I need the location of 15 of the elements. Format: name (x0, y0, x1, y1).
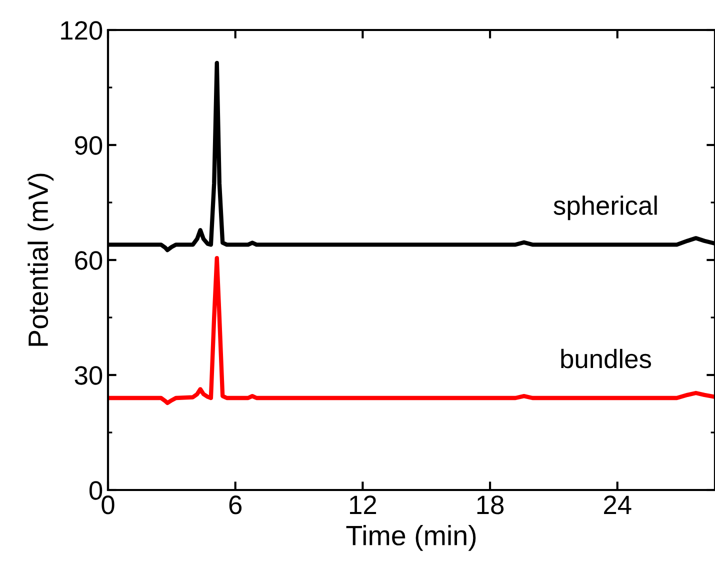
y-tick-label: 30 (74, 366, 102, 385)
x-tick-label: 0 (102, 496, 114, 514)
x-tick-label: 12 (350, 496, 376, 514)
y-tick-label: 60 (75, 251, 102, 270)
x-tick-label: 18 (477, 496, 504, 514)
x-tick-label: 6 (229, 496, 242, 514)
x-tick-label: 24 (604, 496, 632, 514)
annotation: spherical (554, 196, 657, 220)
y-tick-label: 0 (89, 481, 102, 500)
x-axis-title: Time (min) (346, 525, 476, 551)
y-axis-title: Potential (mV) (28, 174, 54, 346)
y-tick-label: 90 (75, 136, 102, 155)
y-tick-label: 120 (61, 21, 102, 40)
line-series (108, 256, 715, 406)
annotation: bundles (561, 348, 652, 368)
